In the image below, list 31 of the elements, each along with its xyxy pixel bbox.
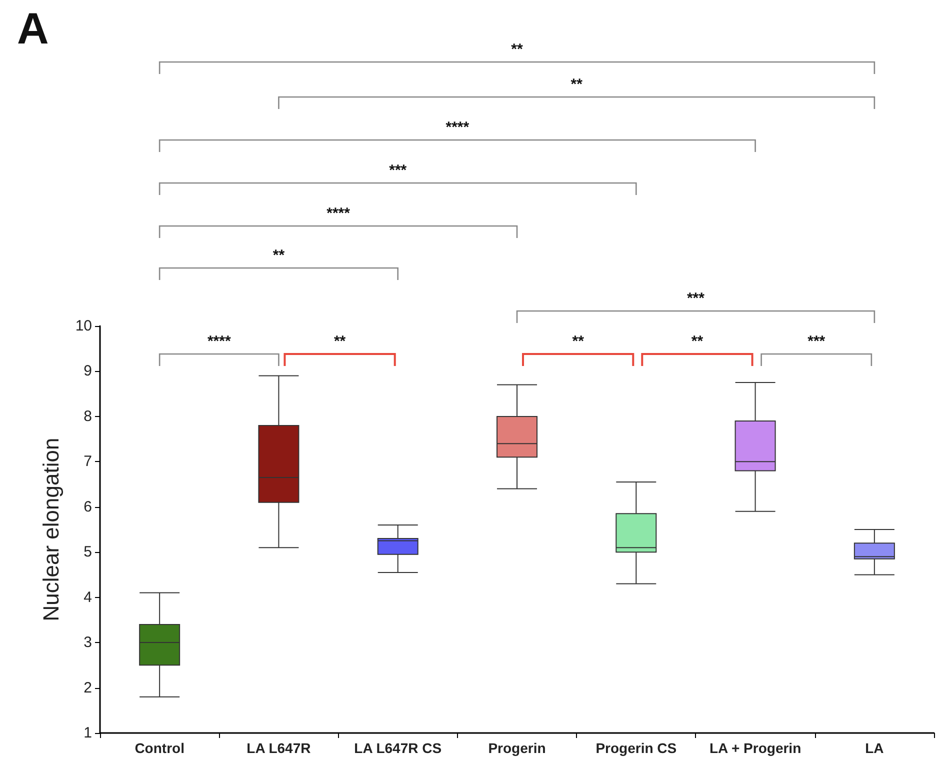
text: *** (686, 290, 705, 307)
y-axis-title: Nuclear elongation (38, 438, 64, 622)
y-tick-label: 6 (84, 498, 92, 516)
y-tick-label: 5 (84, 544, 92, 561)
x-tick-label: Progerin CS (596, 740, 677, 756)
text: **** (446, 119, 470, 136)
y-tick-label: 2 (84, 679, 92, 696)
text: *** (389, 162, 407, 179)
y-tick-label: 4 (84, 588, 92, 606)
x-tick-label: LA L647R CS (354, 740, 442, 756)
annotation: *** (808, 333, 826, 350)
annotation: ** (334, 333, 346, 350)
y-tick-label: 3 (84, 634, 92, 652)
y-tick-label: 8 (84, 408, 92, 425)
annotation: ** (691, 333, 704, 350)
annotation: **** (207, 333, 231, 350)
x-tick-label: Control (134, 740, 184, 756)
x-tick-label: LA L647R (246, 740, 311, 756)
chart-title: A (17, 4, 49, 54)
text: **** (326, 205, 350, 222)
y-tick-label: 1 (84, 724, 92, 742)
y-tick-label: 7 (84, 453, 92, 470)
text: ** (570, 76, 583, 93)
text: ** (511, 41, 523, 58)
x-tick-label: LA (865, 740, 884, 756)
x-tick-label: LA + Progerin (709, 740, 802, 756)
y-tick-label: 9 (84, 362, 92, 380)
x-tick-label: Progerin (488, 740, 546, 756)
y-tick-label: 10 (75, 318, 92, 334)
text: ** (272, 247, 285, 264)
annotation: ** (572, 333, 584, 350)
